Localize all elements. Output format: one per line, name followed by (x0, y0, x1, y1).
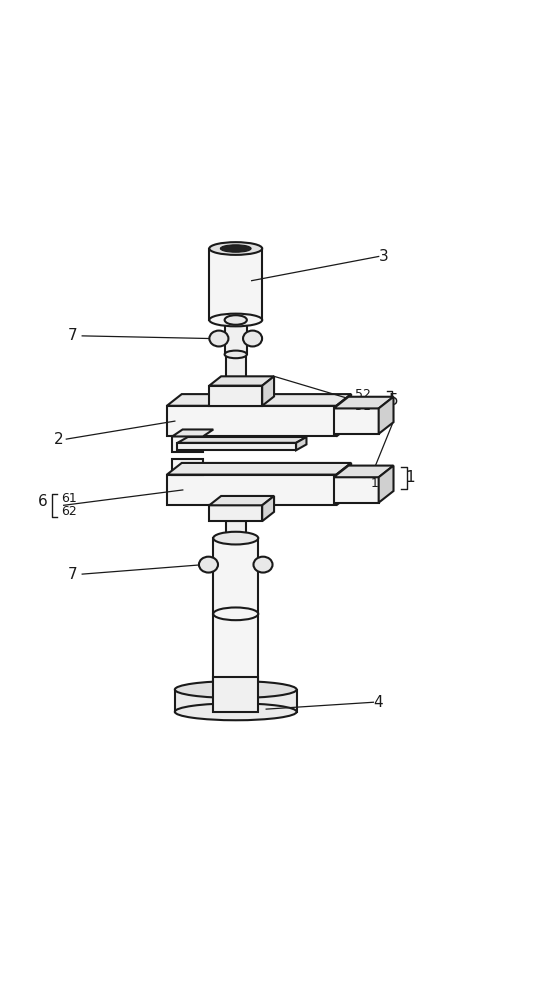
Ellipse shape (220, 245, 251, 252)
Ellipse shape (209, 242, 262, 255)
Ellipse shape (199, 557, 218, 573)
Polygon shape (167, 463, 351, 475)
Ellipse shape (175, 703, 296, 720)
Bar (178, 443, 296, 450)
Ellipse shape (175, 681, 296, 698)
Text: 6: 6 (38, 494, 48, 509)
Text: 102: 102 (371, 477, 394, 490)
Ellipse shape (213, 607, 258, 620)
Ellipse shape (243, 331, 262, 346)
Text: 7: 7 (67, 328, 77, 343)
Text: 4: 4 (373, 695, 383, 710)
Text: 101: 101 (371, 464, 394, 477)
Bar (209, 249, 262, 320)
Text: 61: 61 (61, 492, 77, 505)
Bar (172, 459, 203, 475)
Bar (213, 677, 258, 712)
Text: 1: 1 (405, 470, 415, 485)
Bar (209, 386, 262, 406)
Bar (213, 538, 258, 614)
Text: 52: 52 (355, 388, 371, 401)
Polygon shape (337, 463, 351, 505)
Bar (226, 521, 246, 538)
Ellipse shape (225, 315, 247, 325)
Bar (334, 477, 379, 503)
Text: 3: 3 (379, 249, 388, 264)
Bar (209, 505, 262, 521)
Text: 5: 5 (389, 393, 399, 408)
Bar (175, 690, 296, 712)
Text: 7: 7 (67, 567, 77, 582)
Bar (334, 408, 379, 434)
Polygon shape (209, 376, 274, 386)
Bar (172, 436, 203, 452)
Ellipse shape (225, 351, 247, 358)
Polygon shape (337, 394, 351, 436)
Polygon shape (262, 376, 274, 406)
Polygon shape (334, 466, 394, 477)
Bar (167, 475, 337, 505)
Polygon shape (379, 466, 394, 503)
Ellipse shape (254, 557, 272, 573)
Bar (213, 614, 258, 683)
Bar (226, 354, 246, 397)
Polygon shape (334, 397, 394, 408)
Polygon shape (262, 496, 274, 521)
Text: 51: 51 (355, 400, 371, 413)
Polygon shape (178, 437, 307, 443)
Text: 2: 2 (54, 432, 64, 447)
Bar (167, 406, 337, 436)
Polygon shape (172, 429, 213, 436)
Polygon shape (379, 397, 394, 434)
Polygon shape (167, 394, 351, 406)
Text: 62: 62 (61, 505, 77, 518)
Polygon shape (209, 496, 274, 505)
Bar (225, 320, 247, 354)
Polygon shape (296, 437, 307, 450)
Ellipse shape (213, 532, 258, 544)
Ellipse shape (209, 331, 228, 346)
Ellipse shape (209, 314, 262, 326)
